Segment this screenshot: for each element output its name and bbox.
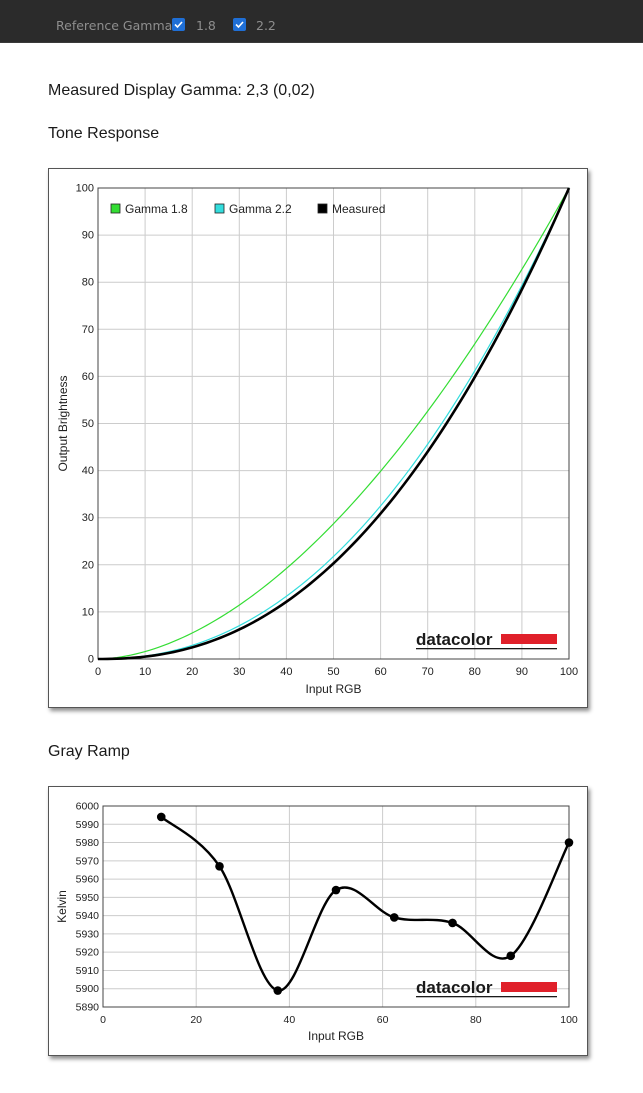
y-tick-label: 5970 <box>76 855 100 867</box>
x-tick-label: 10 <box>139 666 151 678</box>
y-tick-label: 5890 <box>76 1002 100 1014</box>
measured-gamma-text: Measured Display Gamma: 2,3 (0,02) <box>48 82 315 99</box>
series-line-gamma-1-8 <box>97 187 570 660</box>
gray-ramp-chart-panel: 0 20 40 60 80 100 5890 5900 5910 5920 5930 5940 5950… <box>48 786 588 1056</box>
y-tick-label: 5940 <box>76 910 100 922</box>
checkmark-icon <box>235 21 244 29</box>
x-tick-label: 100 <box>560 1014 578 1026</box>
x-tick-label: 100 <box>560 666 578 678</box>
y-tick-label: 5900 <box>76 983 100 995</box>
x-tick-label: 0 <box>100 1014 106 1026</box>
series-line-gamma-2-2 <box>97 187 570 660</box>
legend-gamma-2-2-label: Gamma 2.2 <box>229 202 292 216</box>
x-tick-label: 0 <box>95 666 101 678</box>
datacolor-logo-text: datacolor <box>416 630 493 649</box>
gray-ramp-heading: Gray Ramp <box>48 743 130 760</box>
x-axis-label: Input RGB <box>305 682 361 696</box>
x-tick-label: 30 <box>233 666 245 678</box>
reference-gamma-label: Reference Gamma: <box>56 18 177 33</box>
datacolor-logo-bar <box>501 982 557 992</box>
plot-area-border <box>102 805 570 1008</box>
kelvin-data-point <box>564 838 574 847</box>
kelvin-data-point <box>273 986 283 995</box>
y-tick-label: 5910 <box>76 965 100 977</box>
gamma-1-8-checkbox[interactable] <box>172 18 185 31</box>
kelvin-data-point <box>506 951 516 961</box>
x-tick-label: 90 <box>516 666 528 678</box>
y-tick-label: 5990 <box>76 819 100 831</box>
kelvin-data-point <box>215 862 224 871</box>
legend-measured-label: Measured <box>332 202 385 216</box>
y-tick-label: 70 <box>82 324 94 336</box>
gray-ramp-chart: 0 20 40 60 80 100 5890 5900 5910 5920 5930 5940 5950… <box>55 801 578 1044</box>
x-tick-label: 80 <box>470 1014 482 1026</box>
y-tick-label: 90 <box>82 230 94 242</box>
x-tick-label: 60 <box>374 666 386 678</box>
gamma-1-8-label: 1.8 <box>196 18 216 33</box>
plot-area-border <box>97 187 570 660</box>
legend-measured-swatch <box>317 203 328 214</box>
y-tick-label: 100 <box>76 183 94 195</box>
y-axis-label: Output Brightness <box>56 375 70 471</box>
top-toolbar: Reference Gamma: 1.8 2.2 <box>0 0 643 43</box>
y-tick-label: 30 <box>82 512 94 524</box>
y-tick-label: 5980 <box>76 837 100 849</box>
y-tick-label: 40 <box>82 465 94 477</box>
y-tick-label: 20 <box>82 559 94 571</box>
y-tick-label: 5950 <box>76 892 100 904</box>
x-tick-label: 20 <box>190 1014 202 1026</box>
x-axis-label: Input RGB <box>308 1029 364 1043</box>
y-tick-label: 6000 <box>76 801 100 813</box>
gamma-2-2-checkbox[interactable] <box>233 18 246 31</box>
x-tick-label: 60 <box>377 1014 389 1026</box>
x-tick-label: 50 <box>327 666 339 678</box>
x-tick-label: 40 <box>284 1014 296 1026</box>
y-tick-label: 5930 <box>76 928 100 940</box>
legend-gamma-1-8-label: Gamma 1.8 <box>125 202 188 216</box>
kelvin-data-point <box>448 918 457 928</box>
kelvin-data-point <box>331 885 341 895</box>
datacolor-logo-underline <box>416 648 557 650</box>
x-tick-label: 80 <box>469 666 481 678</box>
gamma-2-2-label: 2.2 <box>256 18 276 33</box>
datacolor-logo-underline <box>416 996 557 998</box>
tone-response-chart-panel: 0 10 20 30 40 50 60 70 80 90 100 0 10 20 30 40 50 60 70 80 9… <box>48 168 588 708</box>
tone-response-heading: Tone Response <box>48 125 160 142</box>
series-line-measured <box>97 187 571 661</box>
legend-gamma-1-8-swatch <box>110 203 121 214</box>
datacolor-logo-bar <box>501 634 557 644</box>
x-tick-label: 20 <box>186 666 198 678</box>
y-tick-label: 60 <box>82 371 94 383</box>
y-tick-label: 50 <box>82 418 94 430</box>
y-tick-label: 5920 <box>76 947 100 959</box>
x-tick-label: 70 <box>422 666 434 678</box>
y-tick-label: 80 <box>82 277 94 289</box>
y-axis-label: Kelvin <box>55 890 69 923</box>
datacolor-logo-text: datacolor <box>416 978 493 997</box>
y-tick-label: 10 <box>82 606 94 618</box>
x-tick-label: 40 <box>280 666 292 678</box>
checkmark-icon <box>174 21 183 29</box>
y-tick-label: 0 <box>88 654 94 666</box>
legend-gamma-2-2-swatch <box>214 203 225 214</box>
y-tick-label: 5960 <box>76 874 100 886</box>
tone-response-chart: 0 10 20 30 40 50 60 70 80 90 100 0 10 20 30 40 50 60 70 80 9… <box>56 183 578 697</box>
kelvin-data-point <box>389 913 399 922</box>
kelvin-data-point <box>156 812 166 822</box>
